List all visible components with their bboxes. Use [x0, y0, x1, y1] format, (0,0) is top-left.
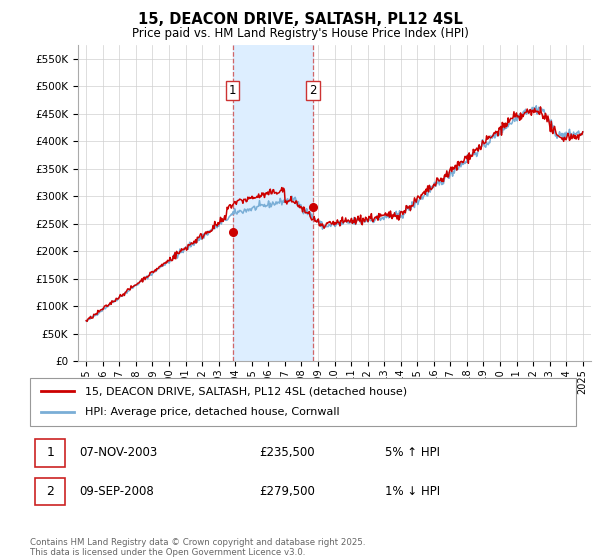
Text: Price paid vs. HM Land Registry's House Price Index (HPI): Price paid vs. HM Land Registry's House … — [131, 27, 469, 40]
Text: £279,500: £279,500 — [259, 485, 315, 498]
Text: 5% ↑ HPI: 5% ↑ HPI — [385, 446, 440, 459]
FancyBboxPatch shape — [35, 439, 65, 466]
Text: Contains HM Land Registry data © Crown copyright and database right 2025.
This d: Contains HM Land Registry data © Crown c… — [30, 538, 365, 557]
Text: 15, DEACON DRIVE, SALTASH, PL12 4SL: 15, DEACON DRIVE, SALTASH, PL12 4SL — [137, 12, 463, 27]
Text: £235,500: £235,500 — [259, 446, 315, 459]
Text: 09-SEP-2008: 09-SEP-2008 — [79, 485, 154, 498]
FancyBboxPatch shape — [30, 378, 576, 426]
Text: 1: 1 — [229, 84, 236, 97]
Text: 1: 1 — [47, 446, 55, 459]
Text: 07-NOV-2003: 07-NOV-2003 — [79, 446, 157, 459]
Text: 15, DEACON DRIVE, SALTASH, PL12 4SL (detached house): 15, DEACON DRIVE, SALTASH, PL12 4SL (det… — [85, 386, 407, 396]
Text: HPI: Average price, detached house, Cornwall: HPI: Average price, detached house, Corn… — [85, 407, 339, 417]
Bar — [233, 45, 313, 361]
Text: 2: 2 — [47, 485, 55, 498]
Text: 1% ↓ HPI: 1% ↓ HPI — [385, 485, 440, 498]
Text: 2: 2 — [309, 84, 317, 97]
FancyBboxPatch shape — [35, 478, 65, 505]
